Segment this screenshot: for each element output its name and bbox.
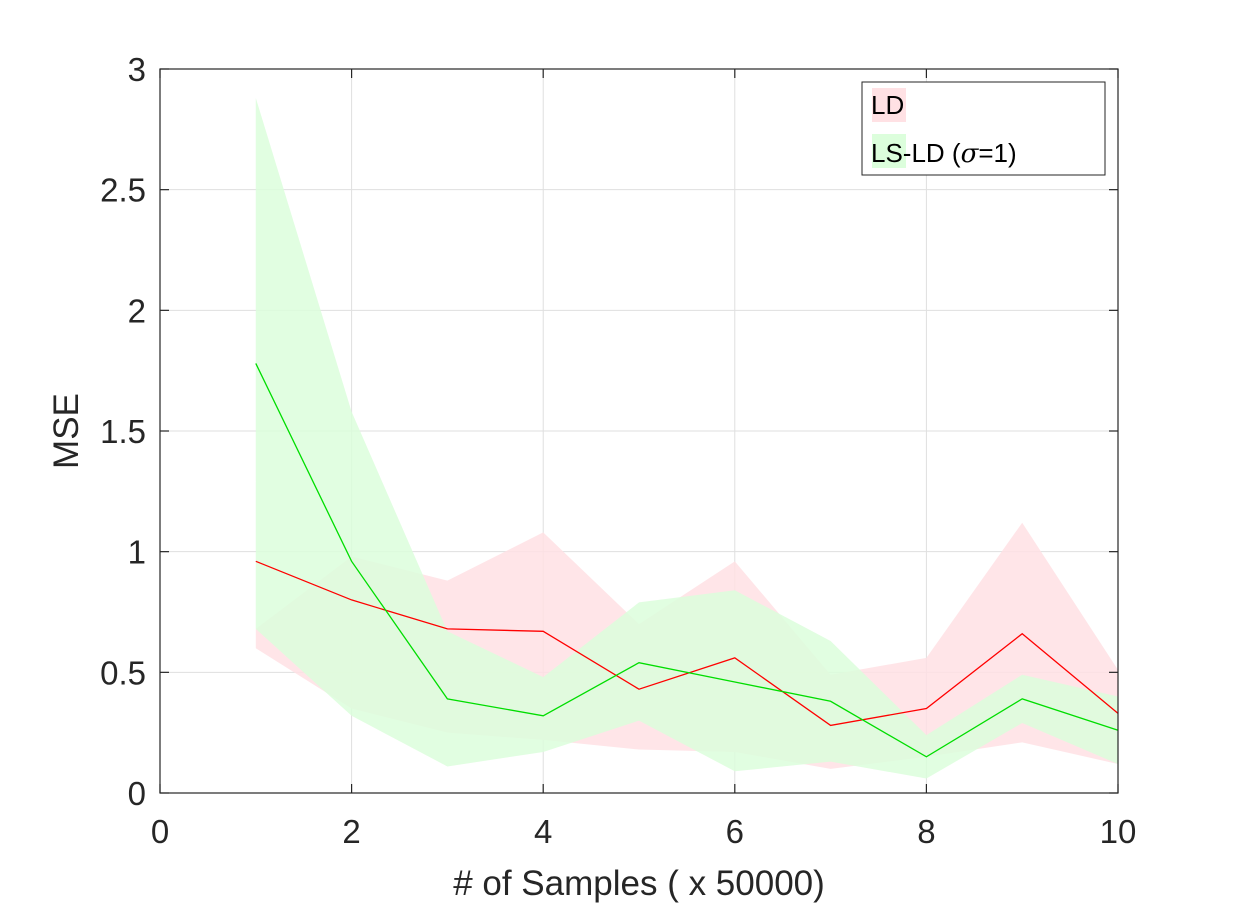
- series-lines: [255, 363, 1119, 758]
- y-tick-label: 0: [128, 775, 146, 812]
- error-band-series-1: [255, 97, 1119, 779]
- y-tick-label: 1.5: [100, 413, 146, 450]
- y-tick-label: 2: [128, 292, 146, 329]
- y-tick-label: 2.5: [100, 172, 146, 209]
- x-axis-title: # of Samples ( x 50000): [453, 864, 825, 903]
- legend-swatch-ld: [872, 88, 906, 122]
- y-axis-ticks: 0 0.5 1 1.5 2 2.5 3: [100, 51, 1118, 812]
- series-line-1: [255, 363, 1119, 758]
- y-tick-label: 3: [128, 51, 146, 88]
- legend-label-ls-ld: LS-LD (σ=1): [871, 138, 1017, 169]
- legend-swatch-ls-ld: [872, 134, 906, 168]
- x-tick-label: 8: [917, 813, 935, 850]
- error-bands: [255, 97, 1119, 779]
- y-axis-title: MSE: [47, 393, 86, 469]
- x-tick-label: 6: [726, 813, 744, 850]
- legend: LD LS-LD (σ=1): [861, 81, 1106, 176]
- x-tick-label: 0: [151, 813, 169, 850]
- x-tick-label: 2: [342, 813, 360, 850]
- y-tick-label: 0.5: [100, 654, 146, 691]
- series-line-0: [255, 560, 1119, 727]
- x-tick-label: 4: [534, 813, 552, 850]
- legend-label-ld: LD: [871, 90, 904, 120]
- x-axis-ticks: 0 2 4 6 8 10: [151, 69, 1137, 850]
- y-tick-label: 1: [128, 534, 146, 571]
- x-tick-label: 10: [1100, 813, 1137, 850]
